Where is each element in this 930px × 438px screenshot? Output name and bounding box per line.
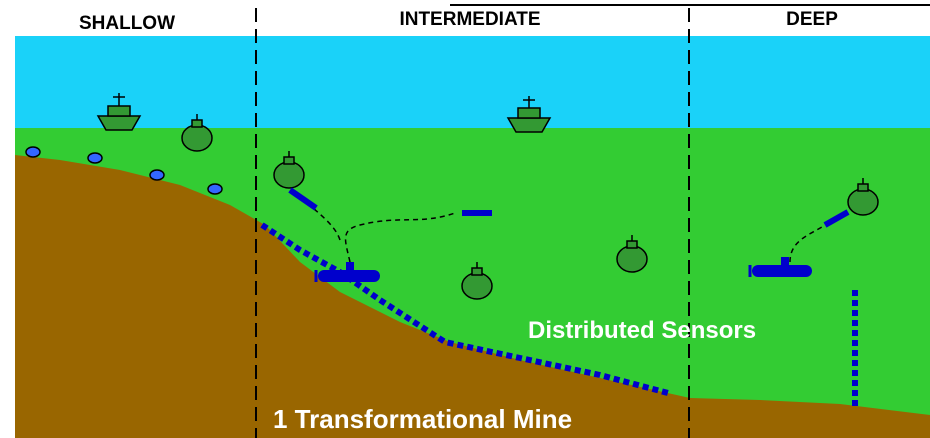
sensor — [26, 147, 40, 157]
page: SHALLOW INTERMEDIATE DEEP Distributed Se… — [0, 0, 930, 438]
zone-label: INTERMEDIATE — [399, 9, 540, 30]
sensor — [208, 184, 222, 194]
sensor — [150, 170, 164, 180]
ocean-diagram: SHALLOW INTERMEDIATE DEEP Distributed Se… — [0, 0, 930, 438]
mine-label: 1 Transformational Mine — [273, 404, 572, 434]
sky — [15, 36, 930, 128]
sensors-label: Distributed Sensors — [528, 317, 756, 344]
zone-label: SHALLOW — [79, 13, 175, 34]
zone-label: DEEP — [786, 9, 838, 30]
sensor — [88, 153, 102, 163]
